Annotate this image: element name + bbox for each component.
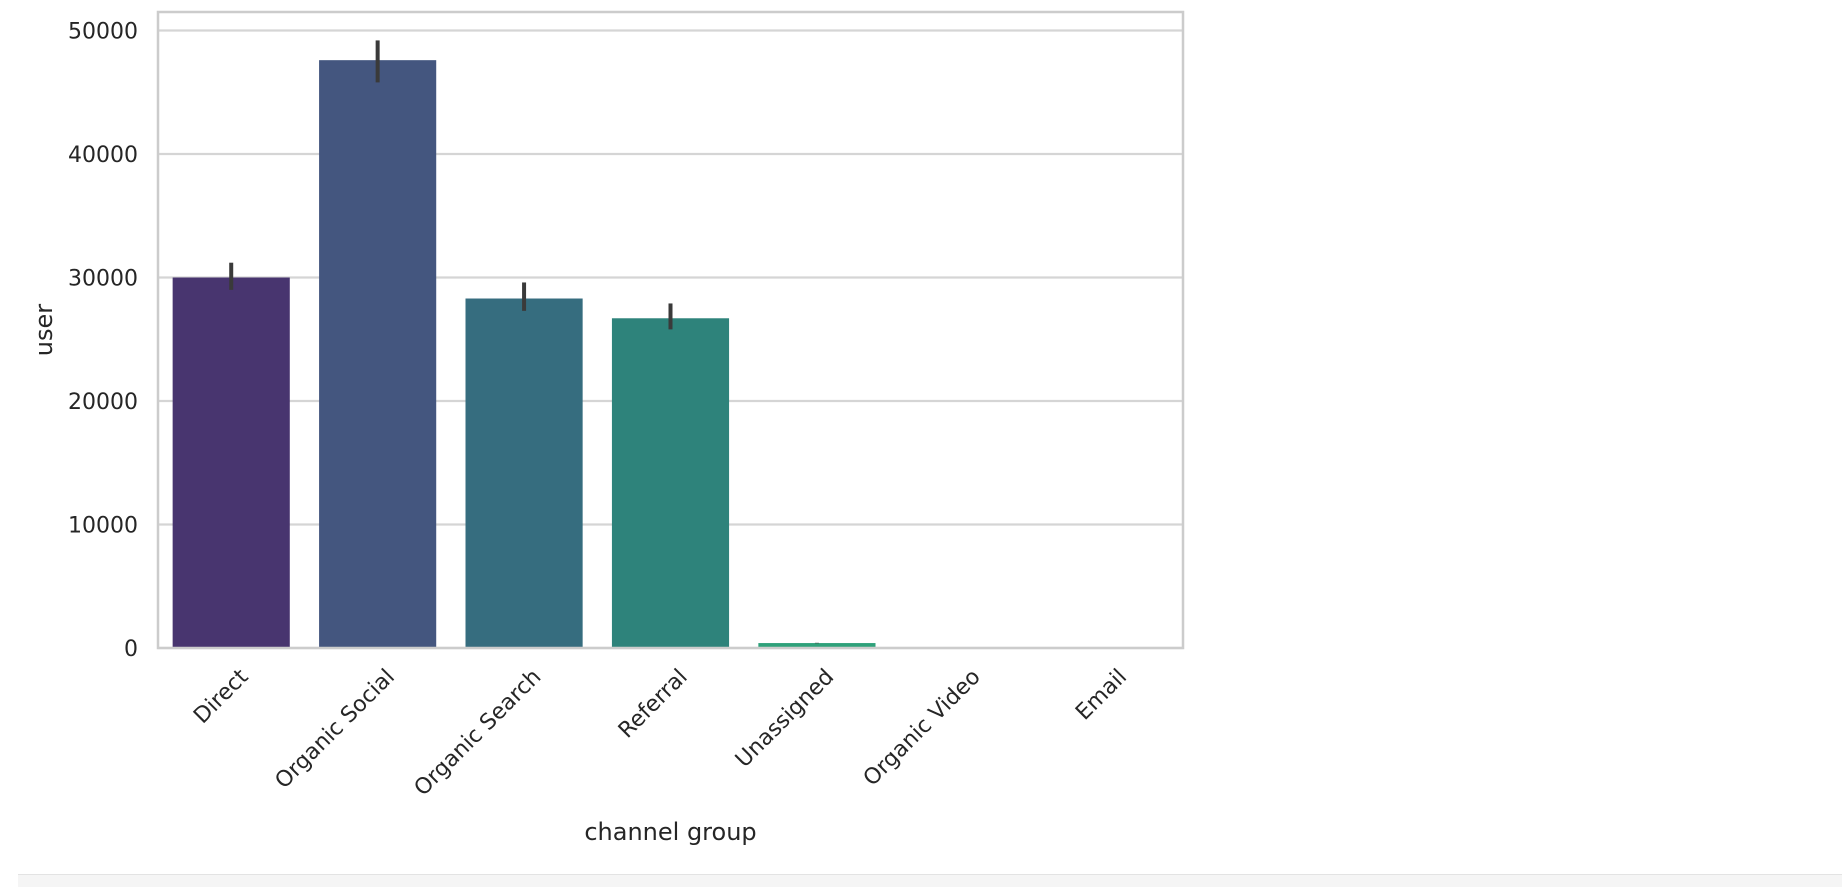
x-tick-label: Organic Video: [859, 665, 986, 792]
output-cell-strip: [18, 874, 1842, 887]
x-tick-label: Referral: [614, 665, 693, 744]
y-axis-label: user: [30, 304, 58, 356]
y-tick-labels: 0 10000 20000 30000 40000 50000: [68, 20, 138, 662]
y-tick-label: 50000: [68, 20, 138, 45]
bar: [466, 299, 583, 648]
x-tick-label: Organic Search: [410, 665, 547, 802]
y-tick-label: 0: [124, 637, 138, 662]
y-tick-label: 10000: [68, 514, 138, 539]
y-tick-label: 30000: [68, 267, 138, 292]
y-tick-label: 40000: [68, 143, 138, 168]
bars: [173, 60, 1169, 648]
bar: [173, 278, 290, 648]
x-tick-label: Email: [1071, 665, 1132, 726]
y-tick-label: 20000: [68, 390, 138, 415]
x-tick-label: Unassigned: [731, 665, 839, 773]
x-axis-label: channel group: [584, 818, 756, 846]
x-tick-label: Direct: [189, 664, 254, 729]
x-tick-label: Organic Social: [271, 665, 400, 794]
bar: [319, 60, 436, 648]
bar: [612, 318, 729, 648]
